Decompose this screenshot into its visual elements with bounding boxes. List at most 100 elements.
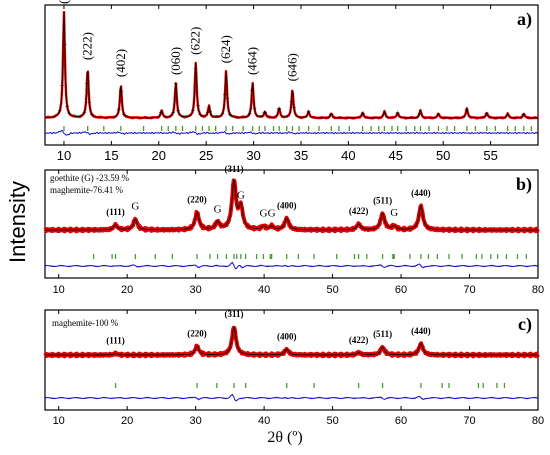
panel-b-annotation: maghemite-76.41 %	[50, 185, 123, 195]
panel-b-peak-label: G	[237, 189, 245, 201]
panel-a-observed-point: +	[87, 98, 92, 107]
panel-a-observed-point: +	[383, 110, 388, 119]
panel-b-peak-label: G	[259, 208, 267, 220]
panel-a-observed-point: +	[289, 97, 294, 106]
panel-a-observed-point: +	[306, 108, 311, 117]
panel-a-peak-label: (402)	[113, 49, 128, 77]
panel-a-observed-point: +	[173, 80, 178, 89]
panel-a-observed-point: +	[361, 109, 366, 118]
panel-a-observed-point: +	[277, 104, 282, 113]
panel-b-xtick-label: 60	[395, 284, 407, 296]
panel-a-observed-point: +	[205, 108, 210, 117]
panel-a-observed-point: +	[247, 109, 252, 118]
panel-a-xtick-label: 40	[341, 148, 355, 163]
panel-a-calculated-series	[44, 12, 539, 119]
panel-b-xtick-label: 20	[121, 284, 133, 296]
panel-a: 10 15 20 25 30 35 40 45 50 55+++++ +++++++ + +++ ++++…	[44, 0, 539, 163]
panel-a-observed-point: +	[484, 110, 489, 119]
panel-b-peak-label: (400)	[277, 200, 297, 210]
panel-a-observed-point: +	[58, 107, 63, 116]
panel-a-observed-point: +	[85, 79, 90, 88]
panel-a-peak-label: (624)	[218, 35, 233, 63]
panel-c-peak-label: (111)	[106, 336, 125, 346]
panel-c-frame	[44, 309, 539, 411]
panel-a-observed-point: +	[82, 108, 87, 117]
panel-a-peak-label: (646)	[284, 53, 299, 81]
panel-c-peak-label: (220)	[187, 329, 207, 339]
panel-a-difference-series	[44, 129, 539, 136]
panel-a-xtick-label: 55	[483, 148, 497, 163]
panel-a-xtick-label: 35	[294, 148, 308, 163]
panel-c-peak-label: (400)	[277, 331, 297, 341]
panel-b-peak-label: G	[131, 200, 139, 212]
panel-b-xtick-label: 50	[326, 284, 338, 296]
panel-b-peak-label: (111)	[106, 207, 125, 217]
panel-c-letter: c)	[518, 314, 532, 335]
panel-a-observed-point: +	[208, 107, 213, 116]
panel-a-observed-point: +	[252, 104, 257, 113]
panel-a-observed-point: +	[395, 109, 400, 118]
panel-b-peak-label: G	[390, 207, 398, 219]
panel-b-xtick-label: 80	[532, 284, 544, 296]
panel-a-observed-point: +	[329, 110, 334, 119]
panel-a-observed-point: +	[198, 110, 203, 119]
panel-a-xtick-label: 50	[436, 148, 450, 163]
panel-a-observed-point: +	[159, 109, 164, 118]
panel-b-peak-label: G	[268, 208, 276, 220]
panel-b-xtick-label: 30	[190, 284, 202, 296]
panel-c-difference-series	[44, 393, 539, 402]
panel-b-xtick-label: 40	[258, 284, 270, 296]
panel-a-observed-point: +	[171, 108, 176, 117]
panel-a-observed-point: +	[417, 109, 422, 118]
x-axis-label: 2θ (º)	[267, 429, 302, 446]
panel-a-peak-label: (202)	[56, 0, 71, 4]
panel-c-annotation: maghemite-100 %	[52, 318, 119, 328]
panel-a-peak-label: (060)	[168, 47, 183, 75]
panel-a-peak-label: (222)	[80, 32, 95, 60]
panel-a-observed-point: +	[262, 108, 267, 117]
panel-a-peak-label: (464)	[245, 47, 260, 75]
panel-b: 10 20 30 40 50 60 70 80(111) G(220)G(311)GG G(400…	[43, 164, 544, 296]
panel-a-observed-point: +	[191, 106, 196, 115]
panel-a-observed-point: +	[67, 110, 72, 119]
panel-b-peak-label: (422)	[349, 206, 369, 216]
panel-b-xtick-label: 70	[463, 284, 475, 296]
panel-a-xtick-label: 15	[104, 148, 118, 163]
panel-a-observed-point: +	[119, 88, 124, 97]
panel-b-peak-label: G	[214, 203, 222, 215]
panel-a-observed-point: +	[220, 109, 225, 118]
panel-b-peak-label: (440)	[411, 188, 431, 198]
panel-a-observed-point: +	[250, 86, 255, 95]
panel-c-xtick-label: 10	[53, 415, 65, 427]
panel-a-xtick-label: 30	[246, 148, 260, 163]
panel-b-peak-label: (511)	[373, 196, 392, 206]
panel-a-peak-label: (622)	[188, 27, 203, 55]
panel-c-xtick-label: 40	[258, 415, 270, 427]
panel-a-observed-point: +	[90, 110, 95, 119]
panel-a-observed-point: +	[464, 105, 469, 114]
panel-b-xtick-label: 10	[53, 284, 65, 296]
panel-a-observed-point: +	[176, 107, 181, 116]
panel-a-observed-point: +	[228, 110, 233, 119]
panel-a-observed-point: +	[223, 90, 228, 99]
panel-c-peak-label: (440)	[411, 326, 431, 336]
panel-a-observed-point: +	[292, 104, 297, 113]
panel-b-peak-label: (220)	[187, 195, 207, 205]
panel-c-xtick-label: 70	[463, 415, 475, 427]
panel-a-observed-point: +	[65, 102, 70, 111]
panel-a-frame	[44, 4, 539, 146]
panel-c-xtick-label: 50	[326, 415, 338, 427]
panel-a-observed-point: +	[225, 94, 230, 103]
panel-a-xtick-label: 20	[152, 148, 166, 163]
panel-c-xtick-label: 20	[121, 415, 133, 427]
panel-c-xtick-label: 60	[395, 415, 407, 427]
panel-a-observed-point: +	[196, 101, 201, 110]
panel-a-xtick-label: 10	[57, 148, 71, 163]
panel-b-frame	[44, 169, 539, 279]
panel-c-peak-label: (422)	[349, 335, 369, 345]
panel-a-observed-point: +	[521, 111, 526, 120]
panel-a-letter: a)	[517, 9, 532, 30]
panel-c-xtick-label: 80	[532, 415, 544, 427]
panel-a-xtick-label: 25	[199, 148, 213, 163]
